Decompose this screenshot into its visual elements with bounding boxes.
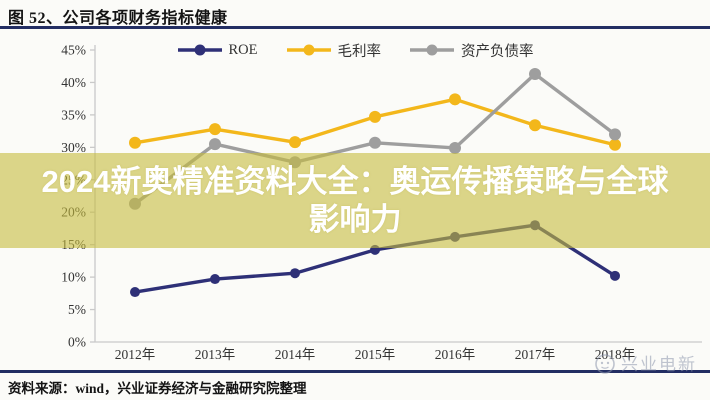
- y-tick-label: 40%: [61, 75, 86, 90]
- data-point: [609, 128, 621, 141]
- data-point: [290, 268, 300, 279]
- x-tick-label: 2014年: [275, 347, 316, 362]
- legend-item: ROE: [177, 42, 258, 59]
- data-point: [369, 110, 381, 123]
- legend-marker-icon: [177, 44, 222, 56]
- legend-marker-icon: [410, 44, 454, 56]
- y-tick-label: 45%: [61, 43, 86, 58]
- y-tick-label: 35%: [61, 107, 86, 122]
- legend-label: 资产负债率: [461, 43, 534, 60]
- legend-marker-icon: [286, 44, 331, 56]
- data-point: [449, 93, 461, 106]
- source-note: 资料来源：wind，兴业证券经济与金融研究院整理: [8, 381, 307, 396]
- data-point: [529, 68, 541, 81]
- watermark-logo-icon: [595, 353, 615, 374]
- ad-overlay-line2: 影响力: [308, 201, 402, 237]
- data-point: [449, 141, 461, 154]
- ad-overlay-banner[interactable]: 2024新奥精准资料大全：奥运传播策略与全球 影响力: [0, 153, 710, 248]
- watermark: 兴业电新: [593, 350, 697, 375]
- data-point: [209, 138, 221, 151]
- legend-label: 毛利率: [337, 43, 382, 60]
- data-point: [130, 287, 140, 298]
- chart-legend: ROE 毛利率 资产负债率: [0, 40, 710, 61]
- ad-overlay-line1: 2024新奥精准资料大全：奥运传播策略与全球: [41, 163, 669, 199]
- watermark-text: 兴业电新: [621, 355, 697, 374]
- figure-title: 图 52、公司各项财务指标健康: [8, 10, 228, 27]
- data-point: [609, 138, 621, 151]
- data-point: [610, 270, 620, 281]
- data-point: [209, 123, 221, 136]
- y-tick-label: 10%: [61, 270, 86, 285]
- x-tick-label: 2015年: [355, 347, 396, 362]
- data-point: [210, 274, 220, 285]
- data-point: [529, 119, 541, 132]
- x-tick-label: 2012年: [115, 347, 156, 362]
- data-point: [369, 136, 381, 149]
- x-tick-label: 2018年: [595, 347, 636, 362]
- y-tick-label: 5%: [68, 302, 86, 317]
- x-tick-label: 2013年: [195, 347, 236, 362]
- x-tick-label: 2016年: [435, 347, 476, 362]
- footer-divider: [0, 370, 710, 373]
- title-divider: [0, 26, 710, 29]
- legend-item: 毛利率: [286, 40, 382, 61]
- y-tick-label: 30%: [61, 140, 86, 155]
- data-point: [289, 136, 301, 149]
- x-tick-label: 2017年: [515, 347, 556, 362]
- y-tick-label: 0%: [68, 335, 86, 350]
- legend-item: 资产负债率: [409, 40, 534, 61]
- data-point: [129, 136, 141, 149]
- legend-label: ROE: [228, 41, 258, 58]
